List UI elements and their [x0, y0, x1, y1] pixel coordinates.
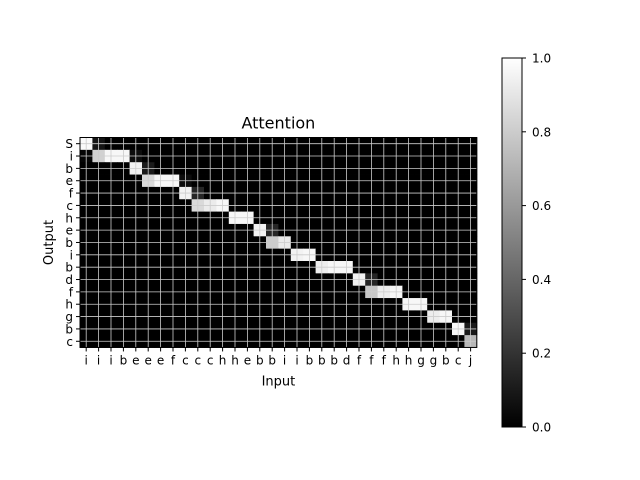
colorbar-tick-label: 0.6 — [532, 199, 551, 213]
x-tick-label: b — [318, 353, 326, 367]
y-tick-label: f — [69, 187, 74, 201]
colorbar-tick-label: 0.2 — [532, 347, 551, 361]
colorbar-ticks: 0.0 0.2 0.4 0.6 0.8 1.0 — [522, 52, 551, 435]
x-tick-label: h — [219, 353, 227, 367]
y-axis-label: Output — [42, 220, 57, 265]
x-tick-label: i — [283, 353, 286, 367]
x-tick-label: e — [132, 353, 139, 367]
x-tick-label: i — [85, 353, 88, 367]
chart-title: Attention — [241, 114, 315, 133]
x-tick-label: g — [430, 353, 438, 367]
x-tick-label: i — [109, 353, 112, 367]
y-tick-label: c — [66, 199, 73, 213]
colorbar — [501, 57, 523, 428]
x-tick-label: f — [369, 353, 374, 367]
x-tick-label: b — [442, 353, 450, 367]
y-tick-label: f — [69, 285, 74, 299]
x-tick-label: c — [207, 353, 214, 367]
y-tick-label: e — [66, 224, 73, 238]
x-tick-label: c — [182, 353, 189, 367]
x-tick-label: d — [343, 353, 351, 367]
y-tick-label: e — [66, 174, 73, 188]
x-tick-label: j — [468, 353, 472, 367]
x-tick-label: h — [405, 353, 413, 367]
y-tick-label: d — [65, 273, 73, 287]
colorbar-tick-label: 0.0 — [532, 421, 551, 435]
x-tick-label: e — [244, 353, 251, 367]
colorbar-tick-label: 0.8 — [532, 125, 551, 139]
y-tick-label: c — [66, 335, 73, 349]
y-tick-label: h — [65, 211, 73, 225]
x-tick-label: i — [295, 353, 298, 367]
heatmap-grid — [80, 137, 477, 348]
x-tick-label: e — [145, 353, 152, 367]
x-tick-label: c — [194, 353, 201, 367]
y-tick-label: g — [65, 310, 73, 324]
y-tick-label: h — [65, 298, 73, 312]
x-axis-label: Input — [262, 374, 296, 389]
x-tick-label: f — [382, 353, 387, 367]
x-tick-label: h — [392, 353, 400, 367]
x-tick-label: c — [455, 353, 462, 367]
y-tick-label: i — [70, 248, 73, 262]
x-tick-label: f — [357, 353, 362, 367]
y-tick-label: i — [70, 150, 73, 164]
x-tick-label: b — [256, 353, 264, 367]
x-tick-label: g — [417, 353, 425, 367]
x-tick-label: h — [231, 353, 239, 367]
x-tick-label: e — [157, 353, 164, 367]
x-tick-label: b — [120, 353, 128, 367]
y-tick-label: b — [65, 322, 73, 336]
y-tick-label: S — [65, 137, 73, 151]
y-tick-label: b — [65, 261, 73, 275]
y-tick-label: b — [65, 236, 73, 250]
colorbar-tick-label: 0.4 — [532, 273, 551, 287]
x-tick-label: b — [330, 353, 338, 367]
x-tick-label: b — [306, 353, 314, 367]
x-tick-label: b — [268, 353, 276, 367]
x-tick-label: i — [97, 353, 100, 367]
colorbar-tick-label: 1.0 — [532, 52, 551, 66]
x-tick-label: f — [171, 353, 176, 367]
y-tick-label: b — [65, 162, 73, 176]
